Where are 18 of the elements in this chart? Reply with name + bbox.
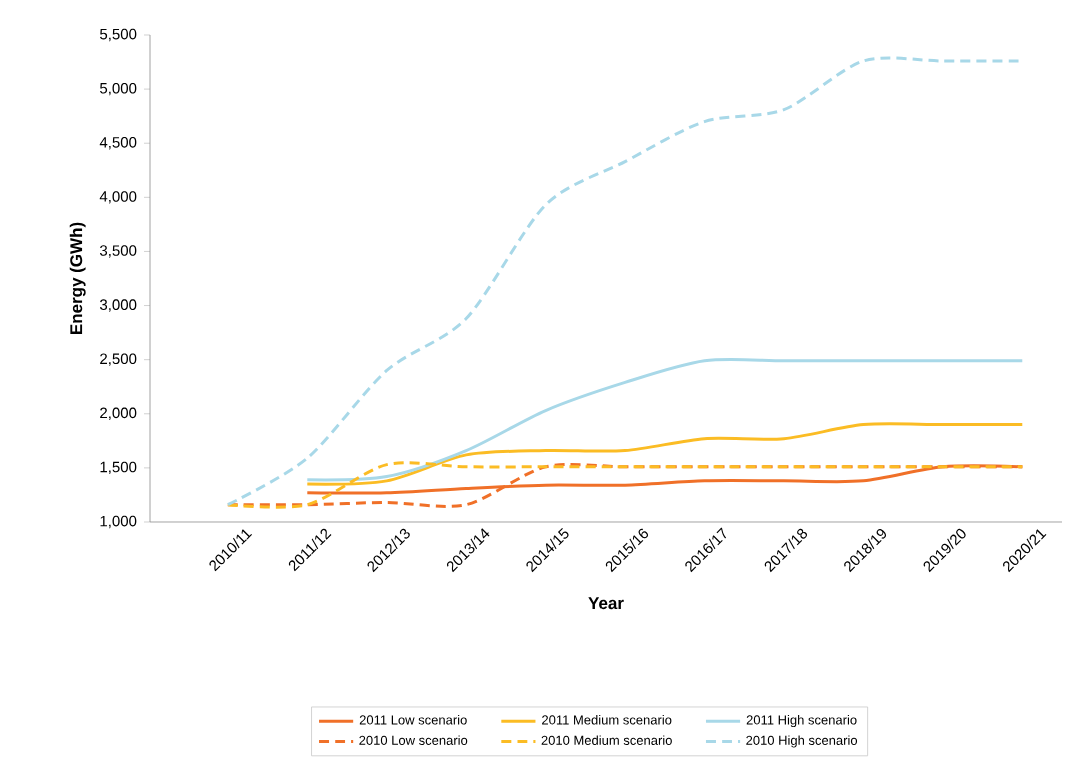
y-tick-label: 4,000 bbox=[99, 191, 137, 204]
y-tick-label: 2,500 bbox=[100, 353, 137, 366]
y-tick-label: 5,500 bbox=[100, 28, 137, 42]
y-tick-label: 1,500 bbox=[100, 461, 137, 475]
legend-label: 2011 Low scenario bbox=[359, 714, 467, 725]
legend-label: 2011 High scenario bbox=[746, 714, 857, 728]
y-tick-label: 1,000 bbox=[100, 515, 137, 529]
legend-label: 2011 Medium scenario bbox=[542, 714, 672, 725]
legend-label: 2010 Low scenario bbox=[359, 735, 468, 745]
legend-label: 2010 High scenario bbox=[746, 735, 858, 748]
y-tick-label: 5,000 bbox=[100, 82, 137, 96]
legend-label: 2010 Medium scenario bbox=[541, 735, 672, 745]
y-axis-title: Energy (GWh) bbox=[69, 222, 86, 335]
y-tick-label: 4,500 bbox=[99, 137, 137, 150]
y-tick-label: 2,000 bbox=[100, 407, 137, 420]
x-axis-title: Year bbox=[588, 597, 624, 610]
y-tick-label: 3,000 bbox=[99, 299, 137, 312]
y-tick-label: 3,500 bbox=[99, 245, 137, 258]
